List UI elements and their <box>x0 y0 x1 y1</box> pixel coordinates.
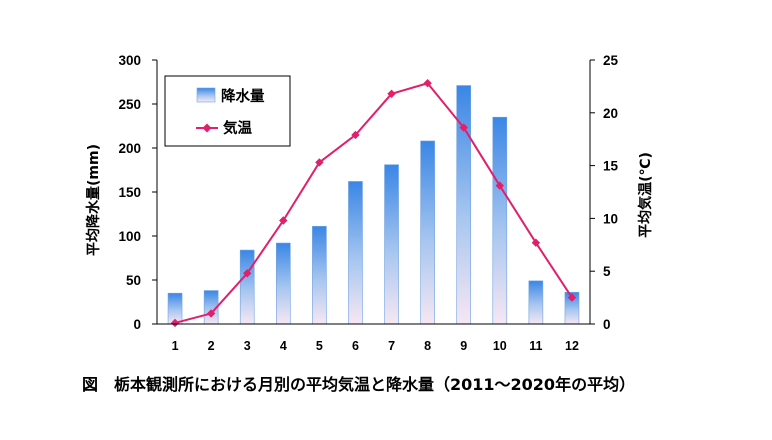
left-y-tick-label: 150 <box>118 185 141 200</box>
legend-box <box>164 75 291 147</box>
temperature-line <box>174 82 573 324</box>
right-y-tick-label: 5 <box>603 264 611 279</box>
right-y-tick-label: 10 <box>603 211 618 226</box>
temperature-point-3 <box>243 269 252 278</box>
left-y-tick-label: 50 <box>126 273 141 288</box>
temperature-point-2 <box>206 309 216 318</box>
figure-caption: 図 栃本観測所における月別の平均気温と降水量（2011～2020年の平均） <box>82 375 635 394</box>
left-y-ticks: 0 50 100 150 200 250 300 <box>118 53 157 332</box>
x-tick-label: 12 <box>565 339 579 353</box>
x-tick-label: 3 <box>244 339 251 353</box>
right-y-ticks: 0 5 10 15 20 25 <box>590 53 619 332</box>
legend-label-temperature: 気温 <box>223 119 252 137</box>
x-ticks: 1 2 3 4 5 6 7 8 9 10 11 12 <box>172 339 579 353</box>
precipitation-bar-7 <box>384 164 399 325</box>
temperature-point-10 <box>495 181 504 190</box>
left-y-axis-title: 平均降水量(mm) <box>85 144 102 256</box>
precipitation-bar-4 <box>275 242 291 325</box>
temperature-point-1 <box>170 318 180 328</box>
legend: 降水量 気温 <box>164 75 291 147</box>
left-y-tick-label: 0 <box>133 317 141 332</box>
right-y-tick-label: 0 <box>603 317 611 332</box>
precipitation-bars <box>167 85 580 325</box>
right-y-axis-title: 平均気温(℃) <box>637 152 654 238</box>
left-y-tick-label: 200 <box>118 141 141 156</box>
left-y-tick-label: 250 <box>118 97 141 112</box>
right-y-tick-label: 20 <box>603 106 618 121</box>
precipitation-bar-6 <box>348 181 363 325</box>
right-y-tick-label: 25 <box>603 53 619 68</box>
right-y-tick-label: 15 <box>603 159 619 174</box>
x-tick-label: 10 <box>493 339 507 353</box>
temperature-point-6 <box>351 130 360 140</box>
left-y-tick-label: 100 <box>118 229 141 244</box>
legend-label-precipitation: 降水量 <box>221 87 265 105</box>
temperature-point-7 <box>387 89 396 98</box>
temperature-point-4 <box>279 216 288 225</box>
precipitation-bar-11 <box>528 280 544 325</box>
x-tick-label: 5 <box>316 339 323 353</box>
x-tick-label: 2 <box>208 339 215 353</box>
legend-swatch-temperature-marker <box>202 123 212 133</box>
x-tick-label: 4 <box>280 339 287 353</box>
temperature-point-12 <box>567 293 577 302</box>
x-tick-label: 6 <box>352 339 359 353</box>
x-tick-label: 8 <box>424 339 431 353</box>
x-tick-label: 1 <box>172 339 179 353</box>
temperature-point-9 <box>459 123 468 132</box>
precipitation-bar-5 <box>312 226 327 325</box>
left-y-tick-label: 300 <box>118 53 141 68</box>
temperature-point-11 <box>531 238 541 247</box>
x-tick-label: 7 <box>388 339 395 353</box>
x-tick-label: 9 <box>460 339 467 353</box>
temperature-point-5 <box>315 158 324 167</box>
precipitation-bar-8 <box>420 140 435 325</box>
x-tick-label: 11 <box>529 339 542 353</box>
temperature-line-series <box>170 79 577 328</box>
precipitation-bar-3 <box>239 249 255 325</box>
precipitation-bar-10 <box>492 116 508 325</box>
temperature-point-8 <box>423 79 432 88</box>
legend-swatch-precipitation <box>196 87 216 103</box>
